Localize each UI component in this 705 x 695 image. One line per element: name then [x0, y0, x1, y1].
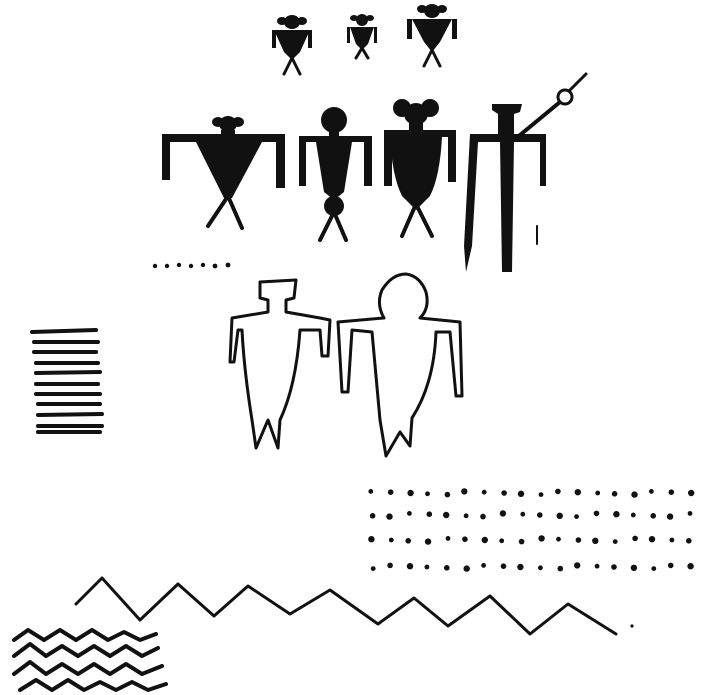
grid-dot — [386, 513, 393, 520]
grid-dot — [426, 511, 433, 517]
grid-dot — [368, 489, 374, 494]
small-figure-middle — [347, 14, 377, 60]
grid-dot — [649, 489, 654, 494]
grid-dot — [595, 490, 601, 496]
staff-figure — [464, 72, 588, 272]
grid-dot — [387, 489, 394, 496]
grid-dot — [444, 565, 450, 571]
grid-dot — [651, 566, 657, 571]
grid-dot — [407, 511, 412, 516]
dot-row — [152, 262, 231, 269]
grid-dot — [425, 491, 430, 497]
grid-dot — [593, 510, 600, 517]
grid-dot — [611, 491, 618, 497]
grid-dot — [556, 536, 561, 542]
grid-dot — [463, 565, 470, 572]
grid-dot — [538, 565, 543, 571]
grid-dot — [538, 535, 545, 542]
grid-dot — [387, 562, 393, 569]
grid-dot — [517, 563, 524, 571]
grid-dot — [630, 512, 636, 518]
dot-grid — [368, 488, 695, 572]
grid-dot — [500, 563, 507, 569]
outline-figure-left — [228, 278, 332, 450]
wavy-lines — [12, 628, 168, 692]
grid-dot — [443, 511, 450, 519]
grid-dot — [424, 564, 430, 570]
grid-dot — [424, 538, 432, 545]
grid-dot — [537, 512, 543, 518]
grid-dot — [406, 563, 414, 570]
grid-dot — [445, 536, 451, 541]
grid-dot — [370, 566, 376, 571]
grid-dot — [517, 490, 525, 497]
grid-dot — [592, 537, 599, 544]
horizontal-bars-block — [30, 328, 104, 434]
round-head-figure — [299, 107, 372, 242]
grid-dot — [368, 536, 375, 543]
grid-dot — [388, 537, 394, 543]
grid-dot — [667, 562, 674, 569]
grid-dot — [407, 489, 414, 497]
grid-dot — [480, 513, 486, 520]
grid-dot — [575, 537, 582, 543]
grid-dot — [687, 563, 694, 570]
small-figure-left — [272, 15, 312, 76]
grid-dot — [555, 488, 561, 495]
large-triangular-figure — [162, 116, 285, 230]
grid-dot — [556, 512, 563, 519]
grid-dot — [648, 536, 656, 543]
grid-dot — [501, 490, 507, 496]
grid-dot — [481, 536, 488, 544]
grid-dot — [613, 511, 620, 518]
grid-dot — [520, 511, 526, 517]
grid-dot — [631, 491, 638, 498]
grid-dot — [444, 491, 451, 498]
grid-dot — [405, 538, 412, 544]
grid-dot — [463, 513, 469, 519]
grid-dot — [574, 562, 581, 569]
grid-dot — [668, 489, 675, 496]
small-figure-right — [407, 4, 457, 68]
grid-dot — [481, 563, 486, 568]
grid-dot — [574, 514, 579, 519]
grid-dot — [594, 563, 600, 569]
grid-dot — [632, 535, 638, 542]
grid-dot — [481, 489, 487, 495]
eared-figure — [384, 99, 456, 238]
grid-dot — [499, 538, 505, 544]
grid-dot — [499, 510, 507, 517]
grid-dot — [650, 513, 656, 519]
grid-dot — [574, 489, 581, 496]
grid-dot — [666, 513, 674, 520]
grid-dot — [688, 489, 695, 497]
outline-figure-right — [336, 272, 464, 458]
grid-dot — [461, 488, 468, 495]
grid-dot — [687, 511, 693, 516]
grid-dot — [557, 565, 564, 572]
grid-dot — [369, 513, 376, 519]
grid-dot — [518, 538, 525, 545]
grid-dot — [611, 564, 617, 570]
grid-dot — [612, 539, 618, 544]
zigzag-mountain-line — [74, 576, 634, 636]
grid-dot — [686, 538, 692, 544]
grid-dot — [462, 536, 468, 542]
grid-dot — [669, 537, 675, 543]
grid-dot — [630, 564, 638, 571]
grid-dot — [538, 492, 544, 497]
